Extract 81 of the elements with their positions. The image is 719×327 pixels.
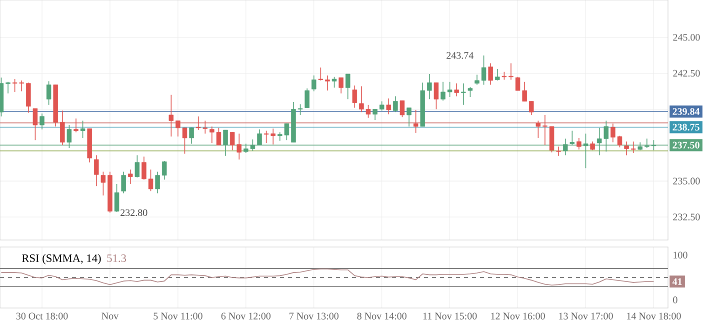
annotation: 41 xyxy=(672,278,682,285)
candlestick xyxy=(556,146,561,156)
candlestick xyxy=(379,100,384,112)
candlestick xyxy=(549,126,554,153)
annotation: 51.3 xyxy=(107,254,126,262)
candlestick xyxy=(325,75,330,91)
y-tick-label: 242.50 xyxy=(673,70,700,77)
candlestick xyxy=(345,74,350,100)
y-tick-label: 235.00 xyxy=(673,178,700,184)
candlestick xyxy=(134,154,140,178)
candlestick xyxy=(454,82,459,97)
candlestick xyxy=(481,55,486,86)
candlestick xyxy=(427,74,432,100)
candlestick xyxy=(40,113,44,130)
candlestick xyxy=(100,171,106,196)
y-tick-label: 0 xyxy=(673,296,678,304)
candlestick xyxy=(495,68,500,81)
x-tick-label: 12 Nov 16:00 xyxy=(491,312,545,320)
candlestick xyxy=(60,110,65,146)
annotation: 243.74 xyxy=(446,52,474,59)
candlestick xyxy=(508,62,514,80)
candlestick xyxy=(80,120,86,138)
candlestick xyxy=(312,75,316,92)
candlestick xyxy=(542,114,548,146)
y-tick-label: 100 xyxy=(674,252,688,258)
candlestick xyxy=(359,86,364,112)
candlestick xyxy=(406,107,412,127)
x-tick-label: 13 Nov 17:00 xyxy=(559,312,613,320)
candlestick xyxy=(372,108,378,120)
annotation: 232.80 xyxy=(120,209,148,216)
x-tick-label: 8 Nov 14:00 xyxy=(357,312,406,320)
x-tick-label: Nov xyxy=(102,312,119,320)
y-tick-label: 245.00 xyxy=(673,34,700,41)
candlestick xyxy=(352,85,358,108)
candlestick xyxy=(94,154,99,186)
candlestick xyxy=(576,138,582,150)
candlestick xyxy=(338,77,344,94)
candlestick xyxy=(74,118,78,133)
candlestick xyxy=(155,171,160,194)
candlestick xyxy=(46,80,52,106)
candlestick xyxy=(298,104,303,116)
candlestick xyxy=(168,94,174,137)
candlestick xyxy=(142,156,146,180)
candlestick xyxy=(400,100,405,118)
ref-line-label: 237.50 xyxy=(672,142,700,149)
ref-line-label: 238.75 xyxy=(672,124,700,131)
candlestick xyxy=(474,74,480,86)
x-tick-label: 7 Nov 13:00 xyxy=(290,312,338,320)
y-tick-label: 232.50 xyxy=(673,214,700,220)
candlestick xyxy=(6,82,10,94)
candlestick xyxy=(332,76,337,88)
candlestick xyxy=(488,62,493,86)
ref-line-label: 239.84 xyxy=(672,108,700,115)
candlestick xyxy=(468,86,473,98)
x-tick-label: 5 Nov 11:00 xyxy=(154,312,202,320)
candlestick xyxy=(148,169,154,192)
candlestick xyxy=(26,82,31,114)
candlestick xyxy=(318,67,324,81)
candlestick xyxy=(624,141,629,156)
candlestick xyxy=(114,184,120,212)
candlestick xyxy=(630,141,636,154)
candlestick xyxy=(393,96,398,112)
candlestick xyxy=(529,100,534,116)
x-tick-label: 14 Nov 18:00 xyxy=(627,312,681,320)
x-tick-label: 11 Nov 15:00 xyxy=(423,312,477,320)
candlestick xyxy=(434,82,439,110)
candlestick xyxy=(366,104,371,118)
x-tick-label: 6 Nov 12:00 xyxy=(221,312,271,320)
candlestick xyxy=(413,110,418,134)
candlestick xyxy=(386,98,392,115)
x-tick-label: 30 Oct 18:00 xyxy=(16,312,68,320)
candlestick xyxy=(128,169,133,184)
candlestick xyxy=(447,82,452,98)
candlestick xyxy=(32,108,38,141)
candlestick xyxy=(440,82,446,101)
candlestick xyxy=(536,120,541,138)
candlestick xyxy=(304,88,310,108)
candlestick xyxy=(162,160,167,180)
text: RSI (SMMA, 14) xyxy=(22,254,101,264)
candlestick xyxy=(461,82,466,106)
candlestick xyxy=(121,171,126,194)
